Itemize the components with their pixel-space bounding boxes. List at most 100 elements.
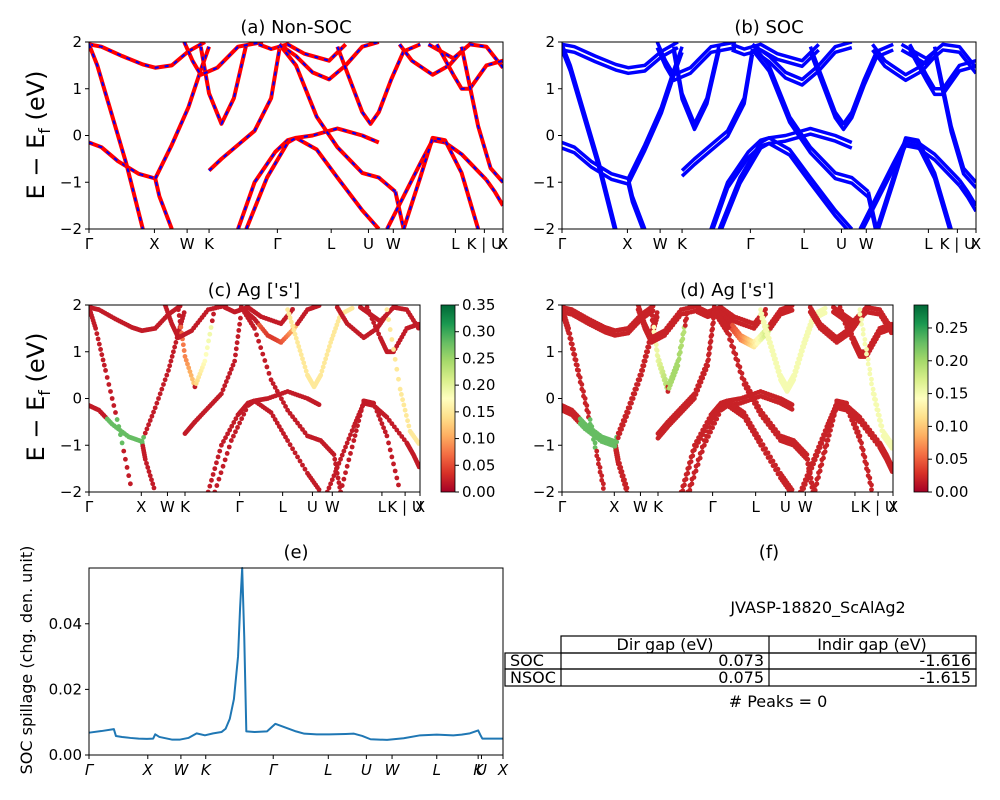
band-line-nsoc bbox=[277, 43, 397, 194]
panel-b-ytick-label: 1 bbox=[545, 80, 555, 98]
projection-point bbox=[416, 464, 420, 470]
projection-point bbox=[862, 337, 868, 342]
projection-point-soc bbox=[639, 372, 644, 378]
projection-point bbox=[809, 480, 815, 486]
projection-point bbox=[376, 413, 382, 418]
projection-point bbox=[860, 327, 866, 332]
projection-point bbox=[224, 451, 230, 456]
projection-point-soc bbox=[799, 348, 805, 354]
projection-point bbox=[400, 397, 406, 403]
projection-point-soc bbox=[642, 358, 648, 364]
projection-point bbox=[230, 362, 236, 368]
band-line-soc-split bbox=[672, 49, 722, 132]
ylabel-bands-middle: E − Ef (eV) bbox=[22, 333, 54, 462]
projection-point-soc bbox=[821, 455, 826, 461]
projection-point bbox=[99, 352, 105, 358]
projection-point bbox=[260, 351, 266, 357]
projection-point bbox=[874, 402, 880, 408]
projection-point-soc bbox=[695, 387, 701, 393]
projection-point-soc bbox=[799, 490, 805, 492]
projection-point bbox=[760, 442, 766, 448]
projection-point bbox=[326, 485, 332, 491]
projection-point bbox=[243, 407, 249, 413]
panel-f-gap-table: JVASP-18820_ScAlAg2 Dir gap (eV) Indir g… bbox=[504, 598, 977, 711]
projection-point bbox=[568, 336, 574, 342]
panel-a-xtick-label: W bbox=[386, 235, 401, 253]
projection-point bbox=[618, 465, 624, 470]
projection-point-soc bbox=[705, 363, 711, 369]
projection-point-soc bbox=[823, 504, 828, 509]
projection-point bbox=[235, 425, 240, 430]
projection-point bbox=[850, 417, 856, 422]
projection-point-soc bbox=[679, 494, 684, 499]
projection-point-soc bbox=[815, 500, 820, 505]
projection-point bbox=[773, 462, 778, 468]
projection-point bbox=[338, 489, 343, 492]
projection-point bbox=[222, 383, 228, 389]
projection-point-soc bbox=[806, 473, 811, 479]
projection-point bbox=[281, 431, 286, 436]
projection-point bbox=[142, 430, 148, 436]
projection-point bbox=[187, 369, 193, 375]
panel-c-cbar-label: 0.00 bbox=[462, 483, 495, 501]
projection-point bbox=[229, 423, 235, 429]
projection-point-soc bbox=[641, 363, 647, 369]
projection-point bbox=[295, 454, 300, 460]
projection-point-soc bbox=[816, 501, 821, 506]
projection-point-soc bbox=[889, 469, 893, 474]
projection-point-soc bbox=[864, 351, 869, 357]
band-line-soc-split bbox=[876, 141, 952, 229]
panel-e-xtick-label: K bbox=[473, 761, 484, 779]
panel-c-xtick-label: W bbox=[160, 498, 175, 516]
projection-point bbox=[597, 465, 603, 470]
projection-point bbox=[288, 319, 294, 325]
projection-point-soc bbox=[816, 449, 821, 455]
projection-point bbox=[847, 408, 853, 414]
projection-point bbox=[658, 361, 663, 367]
projection-point bbox=[401, 402, 407, 408]
projection-point bbox=[206, 338, 211, 344]
projection-point-soc bbox=[792, 373, 798, 379]
projection-point bbox=[758, 307, 763, 313]
row-soc-indir-gap: -1.616 bbox=[919, 651, 971, 670]
projection-point-soc bbox=[687, 465, 692, 470]
band-line-dash bbox=[386, 139, 488, 229]
projection-point bbox=[415, 321, 420, 327]
projection-point bbox=[596, 456, 601, 462]
projection-point bbox=[329, 477, 335, 483]
projection-point bbox=[180, 342, 186, 348]
projection-point bbox=[207, 331, 213, 337]
projection-point-soc bbox=[644, 354, 649, 359]
projection-point bbox=[141, 434, 147, 440]
projection-point bbox=[358, 408, 364, 414]
projection-point bbox=[763, 323, 768, 329]
band-line-soc-split bbox=[655, 45, 737, 83]
projection-point bbox=[374, 327, 380, 333]
projection-point bbox=[111, 403, 117, 408]
projection-point-soc bbox=[693, 468, 699, 474]
projection-point bbox=[96, 341, 102, 347]
panel-c-xtick-label: Γ bbox=[85, 498, 94, 516]
projection-point-soc bbox=[617, 431, 623, 436]
projection-point bbox=[154, 400, 160, 406]
projection-point bbox=[826, 499, 831, 504]
panel-d-ytick-label: 0 bbox=[545, 390, 555, 408]
projection-point-soc bbox=[683, 476, 689, 482]
projection-point-soc bbox=[798, 352, 804, 358]
projection-point-soc bbox=[889, 445, 893, 451]
projection-point bbox=[223, 379, 229, 384]
panel-d-xtick-label: Γ bbox=[558, 498, 567, 516]
projection-point-soc bbox=[680, 336, 686, 342]
projection-point bbox=[789, 487, 795, 492]
panel-e-xtick-label: W bbox=[173, 761, 189, 779]
panel-b-bands bbox=[562, 42, 976, 229]
projection-point bbox=[817, 498, 822, 503]
projection-point-soc bbox=[859, 321, 864, 327]
projection-point-soc bbox=[817, 502, 822, 507]
row-nsoc-indir-gap: -1.615 bbox=[919, 668, 971, 687]
projection-point bbox=[823, 499, 828, 504]
band-line-dash bbox=[258, 43, 347, 62]
projection-point bbox=[335, 475, 341, 481]
projection-point bbox=[576, 368, 581, 373]
projection-point bbox=[770, 458, 776, 464]
